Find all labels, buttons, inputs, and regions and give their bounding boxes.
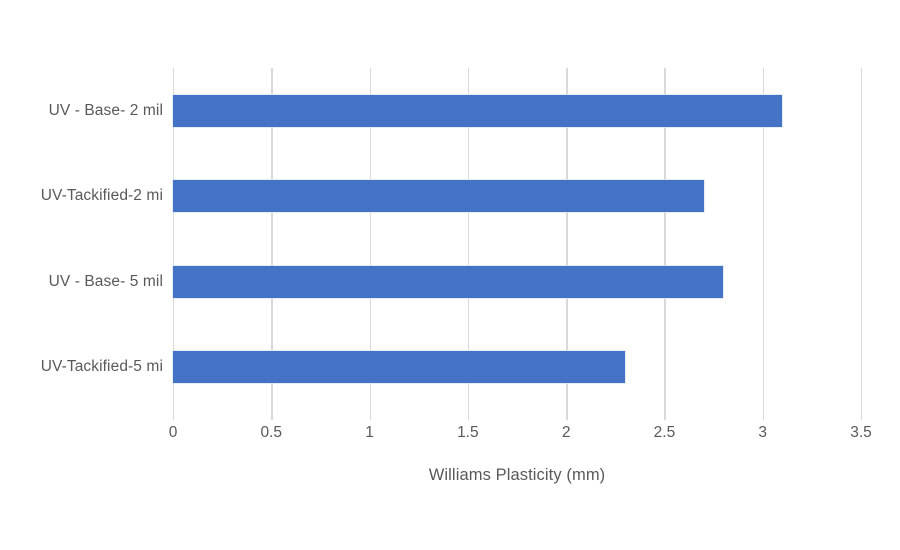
bar-band	[173, 239, 861, 325]
gridline	[664, 68, 666, 420]
tick-label: 3	[758, 424, 768, 441]
gridline	[467, 68, 470, 420]
bar-band	[173, 154, 861, 240]
tick-label: 2.5	[653, 424, 676, 441]
gridline	[369, 68, 371, 420]
tick-label: 1.5	[457, 424, 479, 441]
tick-label: 3.5	[850, 424, 872, 441]
tick-label: 0	[168, 424, 178, 441]
bar[interactable]	[173, 351, 626, 384]
plot-area	[173, 68, 863, 420]
bar-series	[173, 68, 861, 410]
bar[interactable]	[173, 94, 783, 127]
tick-label: 0.5	[260, 424, 283, 441]
category-label: UV-Tackified-2 mi	[40, 187, 163, 205]
gridline	[566, 68, 568, 420]
gridline	[861, 68, 863, 420]
category-axis-labels: UV - Base- 2 mil UV-Tackified-2 mi UV - …	[0, 68, 163, 410]
gridline	[271, 68, 273, 420]
value-axis-title: Williams Plasticity (mm)	[428, 466, 606, 484]
tick-label: 2	[561, 424, 571, 441]
value-axis-tick-labels: 0 0.5 1 1.5 2 2.5 3 3.5	[169, 424, 872, 450]
category-label: UV-Tackified-5 mi	[40, 358, 163, 376]
bar[interactable]	[173, 265, 724, 298]
category-label: UV - Base- 5 mil	[48, 272, 163, 290]
gridline	[762, 68, 765, 420]
gridlines	[173, 68, 863, 420]
bar-band	[173, 325, 861, 411]
bar-band	[173, 68, 861, 154]
bar[interactable]	[173, 180, 704, 213]
tick-label: 1	[365, 424, 374, 441]
category-label: UV - Base- 2 mil	[48, 101, 163, 119]
gridline	[173, 68, 175, 420]
